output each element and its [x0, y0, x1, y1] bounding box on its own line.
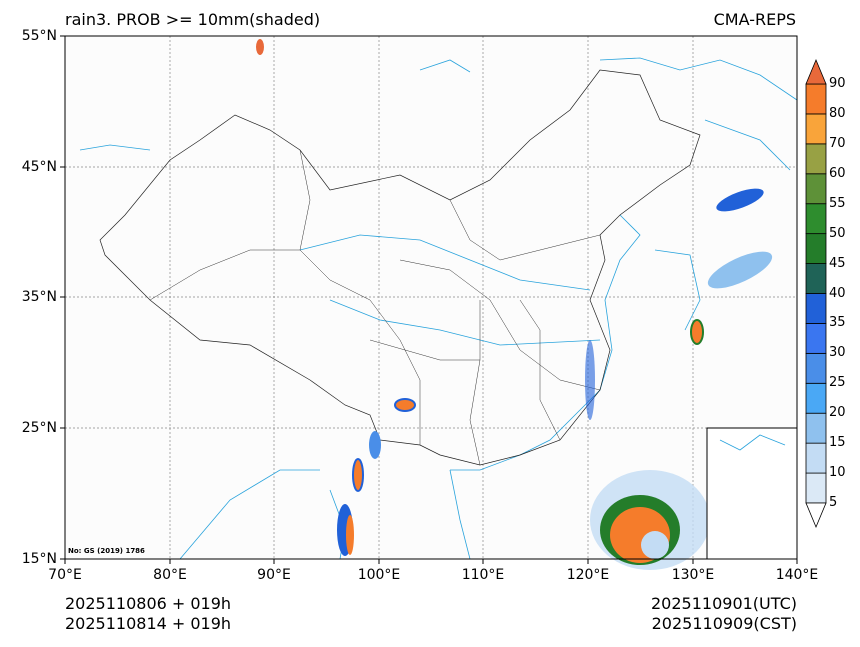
init-time-cst: 2025110814 + 019h	[65, 614, 232, 633]
colorbar-label: 15	[829, 435, 846, 451]
lon-tick: 120°E	[566, 567, 610, 583]
colorbar-segment	[805, 113, 827, 145]
colorbar-under-extension	[805, 502, 827, 529]
colorbar-segment	[805, 412, 827, 444]
colorbar	[805, 58, 827, 529]
colorbar-segment	[805, 203, 827, 235]
colorbar-label: 45	[829, 255, 846, 271]
colorbar-segment	[805, 323, 827, 354]
colorbar-segment	[805, 83, 827, 115]
colorbar-segment	[805, 382, 827, 414]
lat-tick: 15°N	[21, 551, 57, 567]
colorbar-segment	[805, 143, 827, 175]
lat-tick: 55°N	[21, 28, 57, 44]
map-approval-number: No: GS (2019) 1786	[68, 547, 145, 555]
colorbar-segment	[805, 263, 827, 294]
lon-tick: 80°E	[153, 567, 187, 583]
colorbar-label: 60	[829, 165, 846, 181]
valid-time-utc: 2025110901(UTC)	[651, 594, 797, 613]
country-boundary	[99, 69, 701, 466]
colorbar-segment	[805, 293, 827, 324]
colorbar-segment	[805, 233, 827, 264]
rain-probability-shading	[256, 39, 773, 570]
province-boundaries	[149, 149, 601, 466]
lon-tick: 70°E	[48, 567, 82, 583]
lat-tick: 45°N	[21, 159, 57, 175]
inset-coastline	[719, 434, 786, 451]
axis-ticks	[60, 35, 798, 564]
colorbar-label: 10	[829, 465, 846, 481]
colorbar-label: 20	[829, 405, 846, 421]
colorbar-label: 35	[829, 315, 846, 331]
valid-time-cst: 2025110909(CST)	[651, 614, 797, 633]
lon-tick: 140°E	[775, 567, 819, 583]
lat-tick: 35°N	[21, 289, 57, 305]
colorbar-label: 55	[829, 195, 846, 211]
colorbar-over-extension	[805, 58, 827, 85]
init-time-utc: 2025110806 + 019h	[65, 594, 232, 613]
lon-tick: 110°E	[461, 567, 505, 583]
lat-tick: 25°N	[21, 420, 57, 436]
lon-tick: 90°E	[257, 567, 291, 583]
colorbar-label: 80	[829, 105, 846, 121]
colorbar-label: 70	[829, 135, 846, 151]
colorbar-label: 5	[829, 495, 838, 510]
colorbar-segment	[805, 442, 827, 474]
gridlines	[65, 36, 797, 559]
colorbar-label: 90	[829, 76, 846, 91]
colorbar-label: 50	[829, 225, 846, 241]
colorbar-label: 40	[829, 285, 846, 301]
lon-tick: 100°E	[357, 567, 401, 583]
map-background	[65, 36, 797, 559]
south-china-sea-inset	[706, 427, 798, 560]
lon-tick: 130°E	[671, 567, 715, 583]
colorbar-segment	[805, 352, 827, 384]
colorbar-label: 25	[829, 375, 846, 391]
colorbar-label: 30	[829, 345, 846, 361]
model-name: CMA-REPS	[713, 10, 796, 29]
map-title: rain3. PROB >= 10mm(shaded)	[65, 10, 321, 29]
colorbar-segment	[805, 173, 827, 205]
colorbar-segment	[805, 472, 827, 504]
